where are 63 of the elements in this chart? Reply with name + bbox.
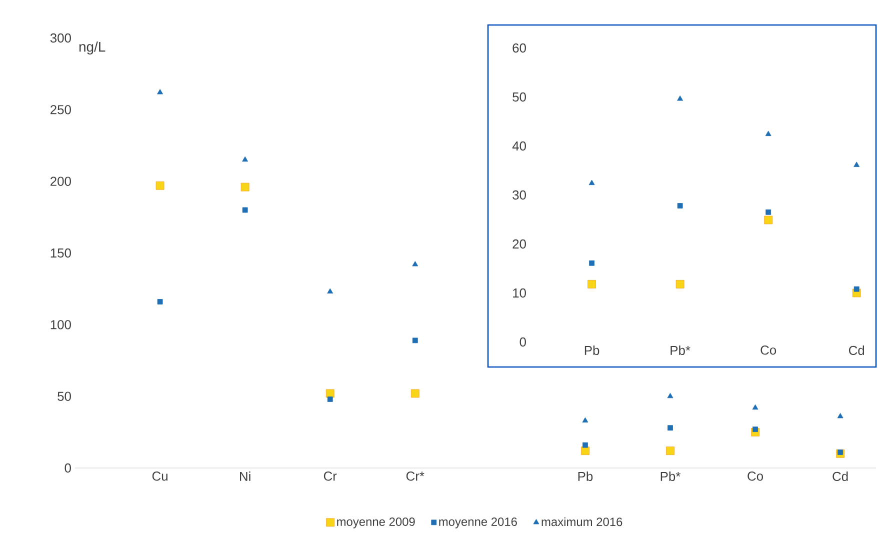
y-tick-label: 200 [50, 176, 71, 186]
y-tick-label: 150 [50, 248, 71, 258]
point [854, 286, 860, 292]
x-tick-label: Cr [324, 472, 337, 481]
y-tick-label: 250 [50, 105, 71, 114]
y-tick-label: 0 [520, 337, 526, 347]
x-tick-label: Ni [240, 472, 250, 481]
x-tick-label: Cu [152, 472, 168, 481]
y-tick-label: 50 [58, 392, 71, 401]
point [157, 89, 163, 94]
y-tick-label: 40 [512, 141, 526, 151]
x-tick-label: Co [760, 346, 776, 355]
point [677, 96, 684, 101]
point [838, 450, 844, 455]
point [412, 261, 418, 266]
x-tick-label: Pb [584, 346, 600, 356]
y-tick-label: 50 [512, 92, 526, 102]
point [667, 392, 674, 398]
point [327, 396, 333, 402]
legend-label: moyenne 2009 [337, 517, 415, 528]
point [157, 299, 163, 304]
y-axis-title: ng/L [79, 42, 106, 55]
point [242, 207, 248, 213]
y-tick-label: 30 [512, 190, 526, 200]
point [589, 260, 594, 266]
point [837, 413, 844, 418]
point [588, 280, 596, 288]
point [676, 280, 684, 288]
x-tick-label: Cr* [406, 472, 424, 481]
point [581, 446, 590, 455]
point [412, 338, 418, 344]
point [764, 216, 773, 224]
x-tick-label: Cd [832, 472, 848, 482]
point [677, 203, 683, 208]
point [410, 389, 420, 398]
x-tick-label: Pb* [660, 472, 680, 482]
point [752, 404, 758, 410]
x-tick-label: Co [748, 472, 763, 481]
point [326, 389, 334, 398]
point [854, 162, 860, 167]
y-tick-label: 10 [513, 288, 526, 298]
x-tick-label: Cd [848, 346, 864, 356]
point [327, 288, 334, 294]
x-tick-label: Pb* [670, 346, 690, 356]
point [765, 130, 772, 136]
point [582, 417, 588, 422]
legend-label: moyenne 2016 [439, 517, 517, 528]
y-tick-label: 100 [50, 320, 71, 330]
y-tick-label: 300 [50, 33, 71, 43]
y-tick-label: 20 [512, 239, 526, 249]
legend-label: maximum 2016 [542, 517, 622, 526]
point [240, 182, 250, 192]
y-tick-label: 0 [64, 463, 71, 473]
point [582, 442, 588, 448]
y-tick-label: 60 [512, 43, 526, 53]
point [668, 425, 673, 431]
point [666, 446, 674, 455]
point [242, 156, 248, 162]
point [156, 181, 164, 190]
x-tick-label: Pb [578, 472, 593, 482]
point [766, 209, 772, 215]
point [588, 180, 595, 186]
point [752, 426, 758, 432]
